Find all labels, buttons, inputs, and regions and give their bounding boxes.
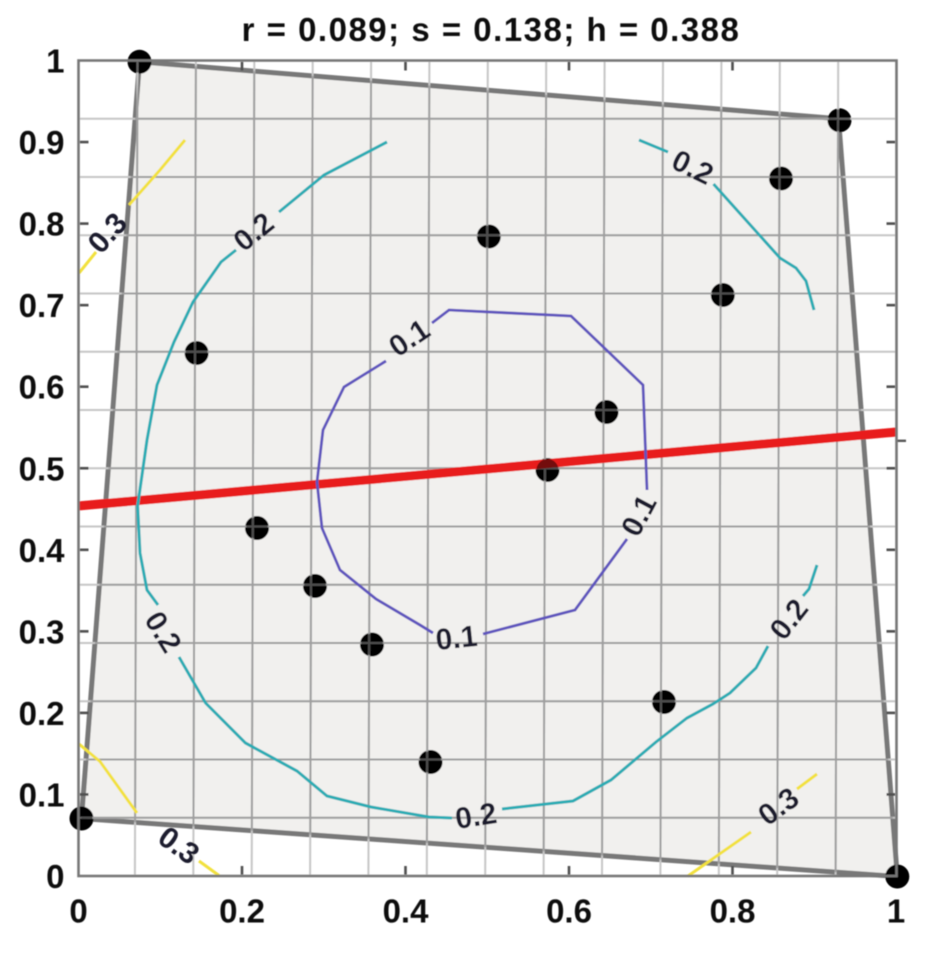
svg-text:0.1: 0.1 xyxy=(434,620,479,657)
svg-text:0.5: 0.5 xyxy=(19,450,65,487)
svg-text:0.2: 0.2 xyxy=(19,695,65,732)
svg-text:r = 0.089; s = 0.138; h = 0.38: r = 0.089; s = 0.138; h = 0.388 xyxy=(242,11,741,48)
svg-text:0.8: 0.8 xyxy=(710,893,756,930)
svg-text:0.7: 0.7 xyxy=(19,287,65,324)
svg-text:0.2: 0.2 xyxy=(453,797,499,836)
svg-text:0.4: 0.4 xyxy=(19,532,66,569)
svg-text:0.2: 0.2 xyxy=(219,893,265,930)
svg-text:0.1: 0.1 xyxy=(19,777,65,814)
svg-text:1: 1 xyxy=(46,43,64,80)
svg-text:0.4: 0.4 xyxy=(383,893,430,930)
svg-text:0: 0 xyxy=(69,893,87,930)
svg-text:0: 0 xyxy=(46,858,64,895)
svg-text:0.6: 0.6 xyxy=(19,369,65,406)
svg-text:0.9: 0.9 xyxy=(19,124,65,161)
svg-text:0.6: 0.6 xyxy=(546,893,592,930)
svg-text:0.8: 0.8 xyxy=(19,206,65,243)
svg-text:0.3: 0.3 xyxy=(19,613,65,650)
svg-text:1: 1 xyxy=(887,893,905,930)
